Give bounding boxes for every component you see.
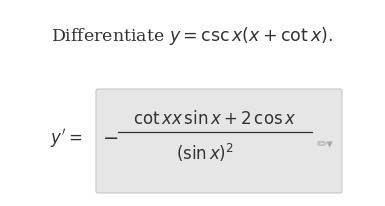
Text: $(\mathrm{sin}\, x)^{2}$: $(\mathrm{sin}\, x)^{2}$ xyxy=(176,141,234,163)
Text: $-$: $-$ xyxy=(102,127,118,145)
Text: ✏▾: ✏▾ xyxy=(316,138,333,151)
Text: $\mathit{y}' =$: $\mathit{y}' =$ xyxy=(50,127,82,150)
Text: Differentiate $\mathit{y} = \mathrm{csc}\, x(x + \mathrm{cot}\, x).$: Differentiate $\mathit{y} = \mathrm{csc}… xyxy=(51,25,333,47)
FancyBboxPatch shape xyxy=(96,90,342,193)
Text: $\mathrm{cot}\, x x\, \mathrm{sin}\, x + 2\, \mathrm{cos}\, x$: $\mathrm{cot}\, x x\, \mathrm{sin}\, x +… xyxy=(133,109,297,127)
